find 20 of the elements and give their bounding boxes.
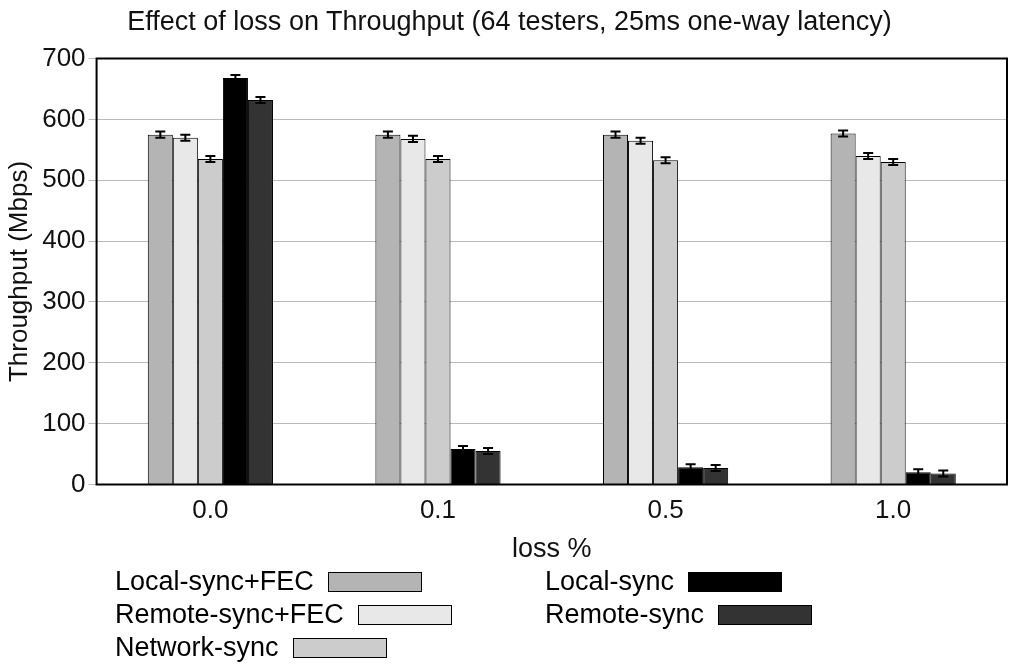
legend-label: Network-sync: [115, 632, 279, 663]
y-tick-label: 700: [42, 41, 86, 72]
y-tick-label: 400: [42, 224, 86, 255]
y-tick-label: 500: [42, 163, 86, 194]
x-tick-label: 1.0: [875, 494, 912, 525]
legend-label: Local-sync: [545, 566, 675, 597]
legend-label: Remote-sync+FEC: [115, 599, 344, 630]
legend-label: Local-sync+FEC: [115, 566, 314, 597]
legend-label: Remote-sync: [545, 599, 705, 630]
x-tick-label: 0.0: [192, 494, 229, 525]
x-axis-title: loss %: [512, 533, 592, 564]
y-tick-label: 300: [42, 285, 86, 316]
y-tick-label: 0: [71, 467, 86, 498]
y-tick-label: 200: [42, 345, 86, 376]
y-tick-label: 600: [42, 102, 86, 133]
x-tick-label: 0.1: [419, 494, 457, 525]
chart-title: Effect of loss on Throughput (64 testers, 25ms one-way latency): [126, 6, 893, 37]
x-tick-label: 0.5: [647, 494, 684, 525]
y-axis-title: Throughput (Mbps): [2, 160, 33, 383]
y-tick-label: 100: [42, 406, 86, 437]
